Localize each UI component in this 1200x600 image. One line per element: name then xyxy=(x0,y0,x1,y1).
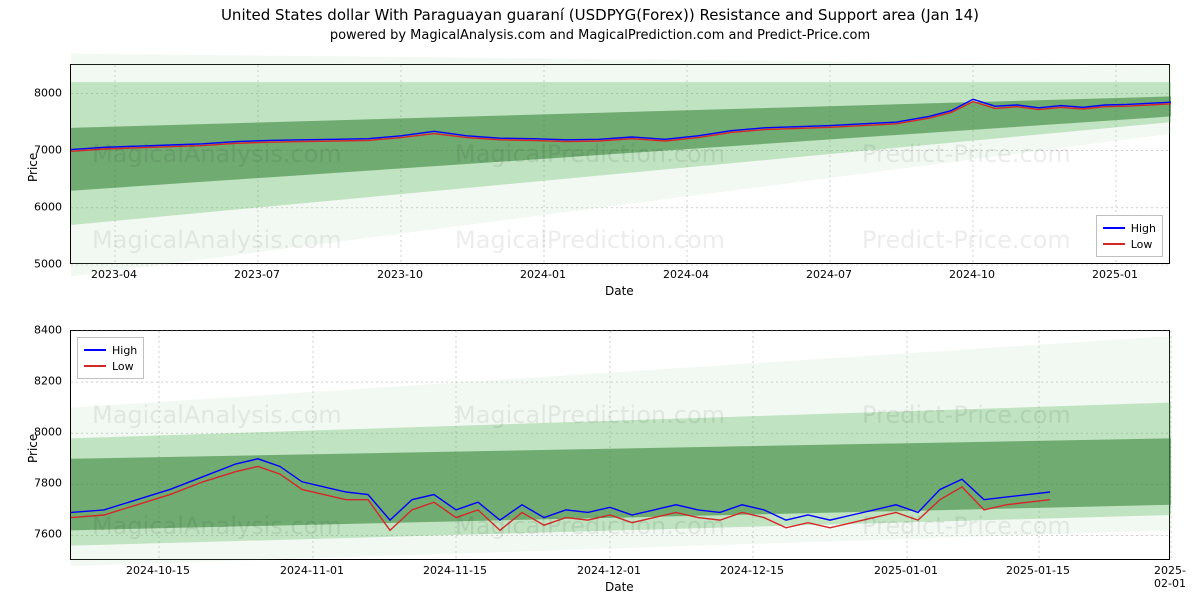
xtick-label: 2024-10-15 xyxy=(126,564,190,577)
legend-label: Low xyxy=(112,360,134,373)
ytick-label: 8000 xyxy=(22,426,62,439)
xtick-label: 2025-01 xyxy=(1092,268,1138,281)
top-chart-plot xyxy=(71,65,1171,265)
top-chart-frame: High Low xyxy=(70,64,1170,264)
legend-item: High xyxy=(84,342,137,358)
legend-swatch xyxy=(1103,227,1125,229)
legend-label: High xyxy=(1131,222,1156,235)
ytick-label: 5000 xyxy=(22,258,62,271)
ytick-label: 8200 xyxy=(22,375,62,388)
top-chart-xlabel: Date xyxy=(605,284,634,298)
top-chart-ylabel: Price xyxy=(26,153,40,182)
ytick-label: 7000 xyxy=(22,143,62,156)
xtick-label: 2023-04 xyxy=(91,268,137,281)
bottom-chart-legend: High Low xyxy=(77,337,144,379)
xtick-label: 2024-04 xyxy=(663,268,709,281)
ytick-label: 8000 xyxy=(22,86,62,99)
xtick-label: 2024-12-15 xyxy=(720,564,784,577)
legend-item: High xyxy=(1103,220,1156,236)
xtick-label: 2024-01 xyxy=(520,268,566,281)
xtick-label: 2025-01-01 xyxy=(874,564,938,577)
xtick-label: 2025-01-15 xyxy=(1006,564,1070,577)
legend-swatch xyxy=(84,349,106,351)
ytick-label: 7600 xyxy=(22,528,62,541)
legend-label: Low xyxy=(1131,238,1153,251)
xtick-label: 2024-12-01 xyxy=(577,564,641,577)
legend-swatch xyxy=(1103,243,1125,245)
legend-swatch xyxy=(84,365,106,367)
top-chart-legend: High Low xyxy=(1096,215,1163,257)
legend-item: Low xyxy=(1103,236,1156,252)
ytick-label: 6000 xyxy=(22,200,62,213)
xtick-label: 2024-10 xyxy=(949,268,995,281)
legend-label: High xyxy=(112,344,137,357)
page: United States dollar With Paraguayan gua… xyxy=(0,0,1200,600)
page-subtitle: powered by MagicalAnalysis.com and Magic… xyxy=(0,24,1200,43)
legend-item: Low xyxy=(84,358,137,374)
bottom-chart-plot xyxy=(71,331,1171,561)
xtick-label: 2024-07 xyxy=(806,268,852,281)
xtick-label: 2025-02-01 xyxy=(1154,564,1186,590)
xtick-label: 2023-07 xyxy=(234,268,280,281)
page-title: United States dollar With Paraguayan gua… xyxy=(0,0,1200,24)
xtick-label: 2023-10 xyxy=(377,268,423,281)
ytick-label: 8400 xyxy=(22,324,62,337)
ytick-label: 7800 xyxy=(22,477,62,490)
bottom-chart-xlabel: Date xyxy=(605,580,634,594)
bottom-chart-frame: High Low xyxy=(70,330,1170,560)
xtick-label: 2024-11-15 xyxy=(423,564,487,577)
xtick-label: 2024-11-01 xyxy=(280,564,344,577)
